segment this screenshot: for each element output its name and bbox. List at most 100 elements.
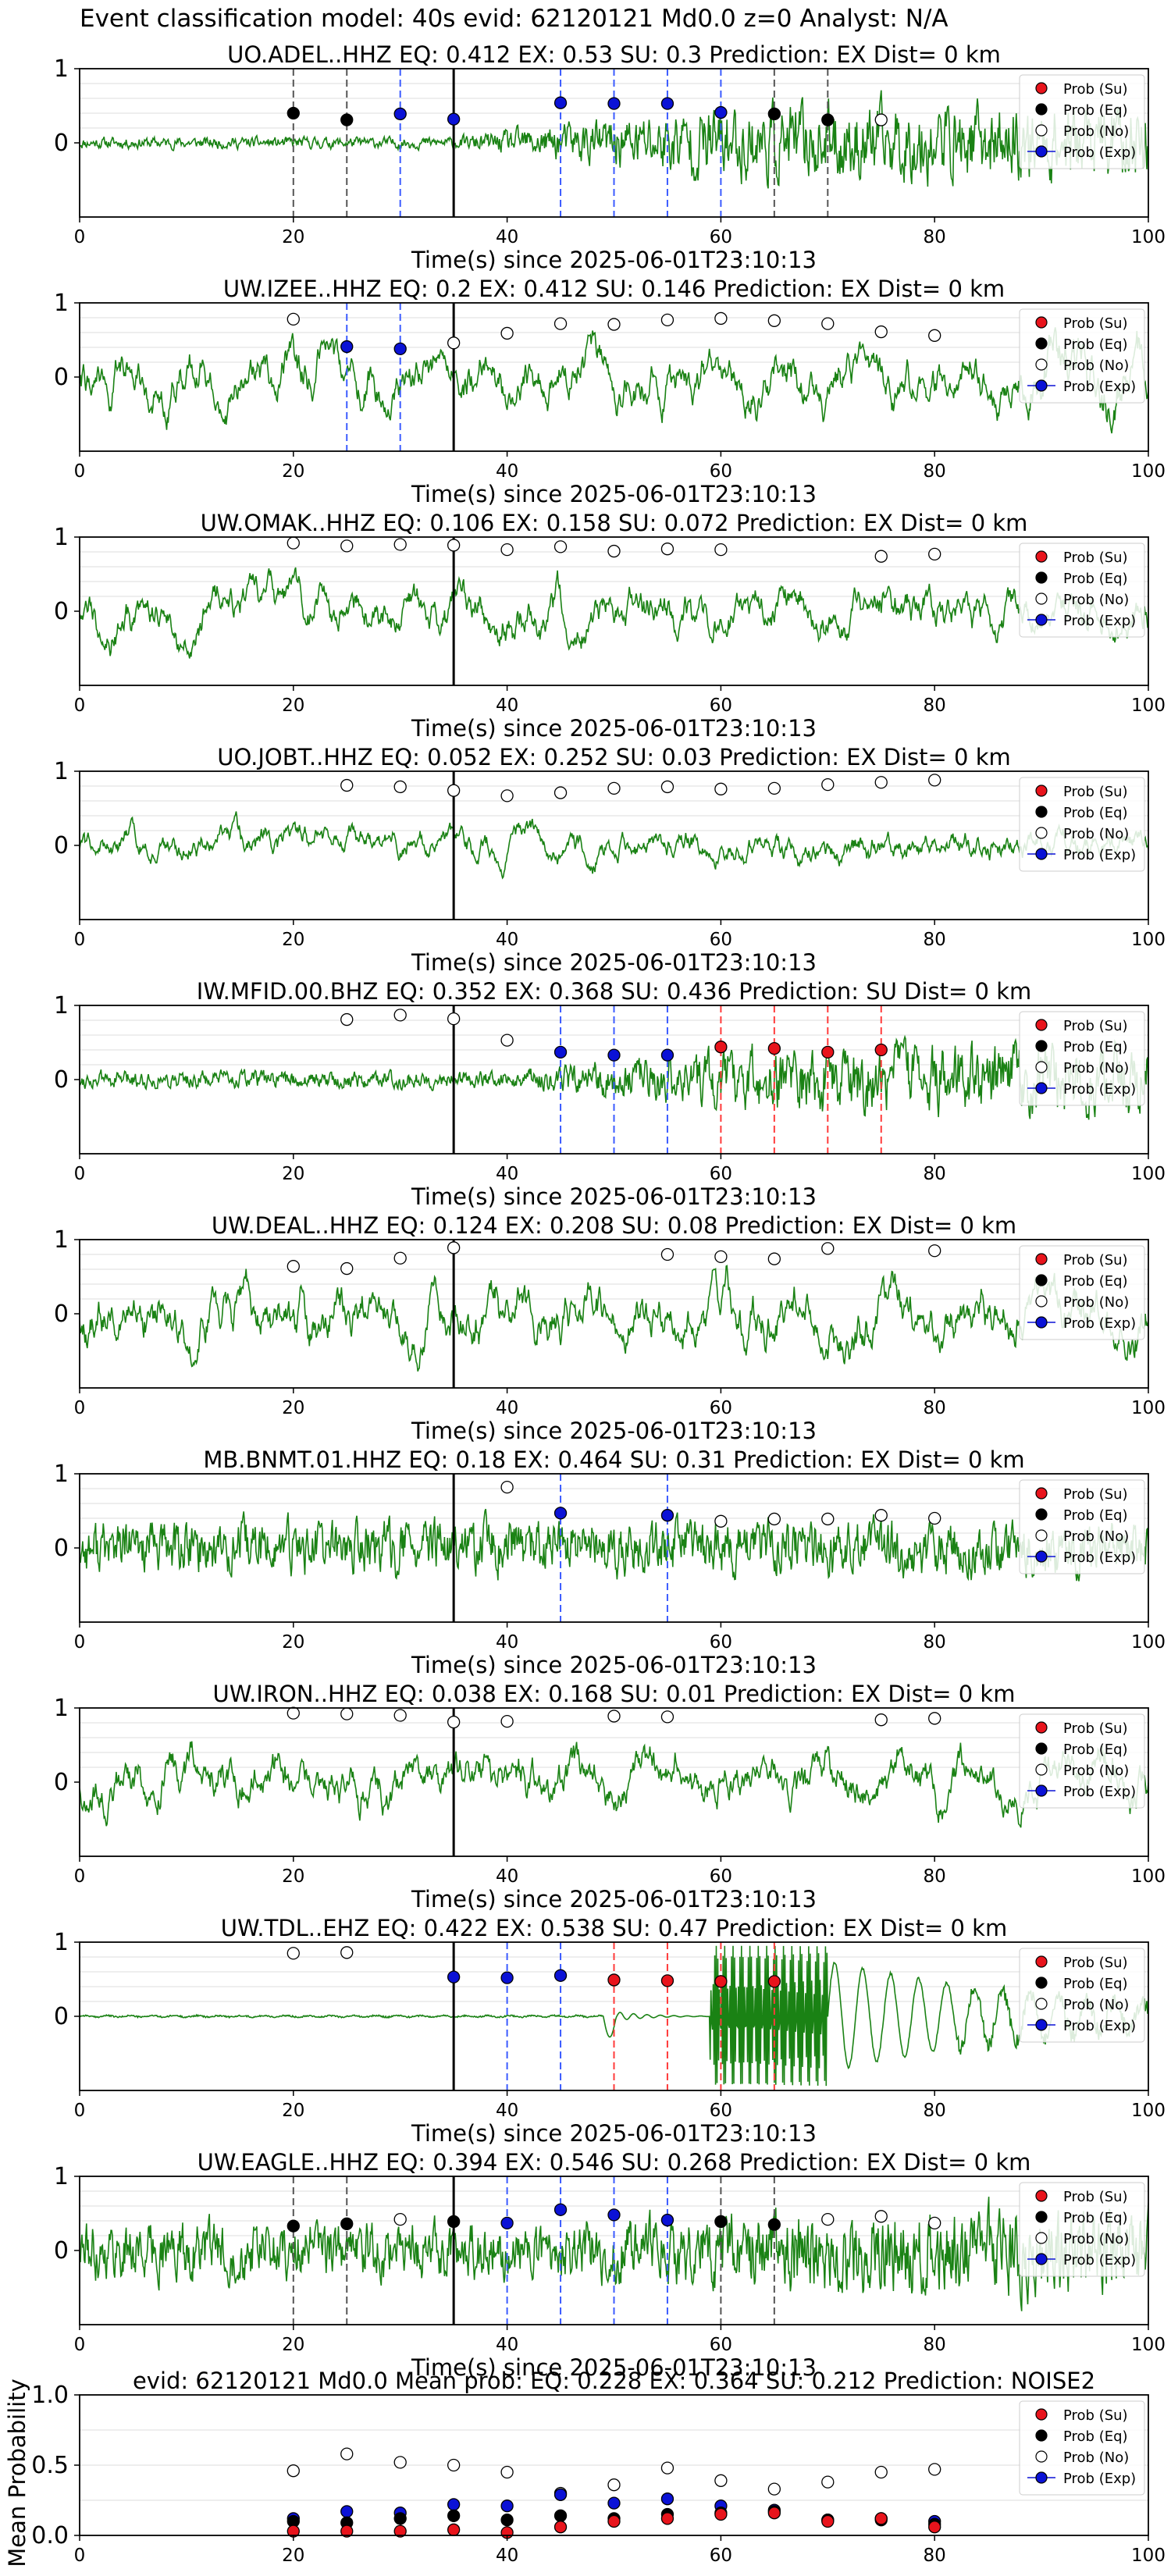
seismic-waveform [80, 567, 1148, 659]
y-tick-label: 0.0 [31, 2522, 69, 2549]
x-tick-label: 100 [1131, 2335, 1166, 2355]
y-tick-label: 1 [54, 290, 69, 317]
seismic-waveform [80, 1945, 1148, 2087]
prob-point-no [393, 1251, 407, 1265]
prob-point-eq [821, 113, 835, 126]
prob-point-no [767, 314, 781, 327]
prob-point-no [287, 2464, 300, 2478]
legend-marker-eq [1035, 2211, 1048, 2223]
seismic-waveform [80, 1265, 1148, 1372]
x-tick-label: 20 [282, 227, 304, 247]
legend-marker-no [1035, 1763, 1048, 1776]
legend-label: Prob (Su) [1063, 315, 1128, 332]
legend-marker-no [1035, 1295, 1048, 1308]
x-tick-label: 80 [924, 930, 946, 950]
legend-box [1019, 777, 1145, 872]
seismic-waveform [80, 1508, 1148, 1582]
x-tick-label: 40 [496, 2335, 518, 2355]
x-tick-label: 100 [1131, 1164, 1166, 1184]
prob-point-no [607, 544, 621, 558]
legend-marker-no [1035, 2232, 1048, 2244]
prob-point-su [821, 1045, 835, 1059]
x-tick-label: 60 [710, 227, 732, 247]
panel-title: UW.IZEE..HHZ EQ: 0.2 EX: 0.412 SU: 0.146… [223, 276, 1005, 302]
legend-box [1019, 2182, 1145, 2277]
prob-point-no [821, 2212, 835, 2226]
x-tick-label: 20 [282, 1866, 304, 1887]
x-tick-label: 0 [74, 930, 86, 950]
legend-label: Prob (Su) [1063, 1486, 1128, 1503]
x-tick-label: 20 [282, 2546, 304, 2566]
legend-box [1019, 1948, 1145, 2043]
x-tick-label: 80 [924, 2546, 946, 2566]
prob-point-exp [393, 107, 407, 121]
legend-label: Prob (Eq) [1063, 1039, 1128, 1055]
x-tick-label: 80 [924, 1866, 946, 1887]
prob-point-su [928, 2521, 941, 2534]
prob-point-exp [447, 1970, 461, 1984]
legend-marker-eq [1035, 806, 1048, 818]
prob-point-exp [660, 2492, 674, 2506]
legend-label: Prob (No) [1063, 826, 1129, 842]
legend-marker-exp [1035, 1316, 1048, 1329]
prob-point-no [393, 2456, 407, 2469]
panel-title: UW.DEAL..HHZ EQ: 0.124 EX: 0.208 SU: 0.0… [212, 1212, 1016, 1239]
y-tick-label: 0 [54, 364, 69, 391]
prob-point-no [287, 1706, 300, 1720]
prob-point-no [928, 547, 941, 560]
prob-point-no [500, 1714, 514, 1728]
y-axis-label: Mean Probability [4, 2379, 30, 2567]
legend-marker-su [1035, 2190, 1048, 2202]
prob-point-no [447, 539, 461, 552]
figure-title: Event classification model: 40s evid: 62… [80, 5, 949, 33]
x-tick-label: 80 [924, 1632, 946, 1653]
prob-point-eq [767, 2218, 781, 2231]
legend-label: Prob (Eq) [1063, 336, 1128, 353]
prob-point-no [928, 329, 941, 342]
x-axis-label: Time(s) since 2025-06-01T23:10:13 [411, 2120, 817, 2147]
legend-label: Prob (No) [1063, 1294, 1129, 1311]
prob-point-su [607, 1973, 621, 1987]
legend: Prob (Su) Prob (Eq) Prob (No) Prob (Exp) [1019, 1245, 1145, 1340]
prob-point-su [447, 2523, 461, 2536]
legend-label: Prob (Eq) [1063, 1507, 1128, 1524]
y-tick-label: 0 [54, 1535, 69, 1562]
legend-label: Prob (Eq) [1063, 571, 1128, 587]
legend-marker-no [1035, 358, 1048, 371]
prob-point-exp [553, 96, 568, 109]
legend-marker-no [1035, 1998, 1048, 2010]
legend: Prob (Su) Prob (Eq) Prob (No) Prob (Exp) [1019, 543, 1145, 638]
legend-marker-exp [1035, 1784, 1048, 1797]
prob-point-no [500, 543, 514, 557]
prob-point-no [928, 1511, 941, 1525]
x-tick-label: 0 [74, 461, 86, 482]
station-panel: IW.MFID.00.BHZ EQ: 0.352 EX: 0.368 SU: 0… [54, 978, 1166, 1210]
x-axis-label: Time(s) since 2025-06-01T23:10:13 [411, 1886, 817, 1912]
prob-point-su [553, 2521, 568, 2534]
prob-point-no [393, 1009, 407, 1022]
legend-label: Prob (Su) [1063, 1018, 1128, 1034]
legend-marker-exp [1035, 614, 1048, 626]
prob-point-eq [447, 2215, 461, 2229]
legend: Prob (Su) Prob (Eq) Prob (No) Prob (Exp) [1019, 1948, 1145, 2043]
prob-point-no [874, 325, 888, 339]
legend-label: Prob (No) [1063, 1060, 1129, 1076]
prob-point-su [714, 1041, 728, 1054]
station-panel: UO.JOBT..HHZ EQ: 0.052 EX: 0.252 SU: 0.0… [54, 744, 1166, 976]
legend: Prob (Su) Prob (Eq) Prob (No) Prob (Exp) [1019, 74, 1145, 169]
legend: Prob (Su) Prob (Eq) Prob (No) Prob (Exp) [1019, 1713, 1145, 1809]
x-tick-label: 40 [496, 696, 518, 716]
station-panel: UW.IRON..HHZ EQ: 0.038 EX: 0.168 SU: 0.0… [54, 1681, 1166, 1912]
seismic-waveform [80, 811, 1148, 880]
prob-point-no [553, 786, 568, 799]
prob-point-su [767, 1975, 781, 1988]
legend-label: Prob (Exp) [1063, 1081, 1136, 1098]
prob-point-su [874, 2512, 888, 2525]
station-panel: UW.TDL..EHZ EQ: 0.422 EX: 0.538 SU: 0.47… [54, 1915, 1166, 2147]
prob-point-su [714, 2507, 728, 2521]
legend-marker-no [1035, 2450, 1048, 2463]
legend-marker-su [1035, 550, 1048, 563]
legend-box [1019, 74, 1145, 169]
legend-label: Prob (Su) [1063, 784, 1128, 800]
prob-point-su [393, 2524, 407, 2538]
